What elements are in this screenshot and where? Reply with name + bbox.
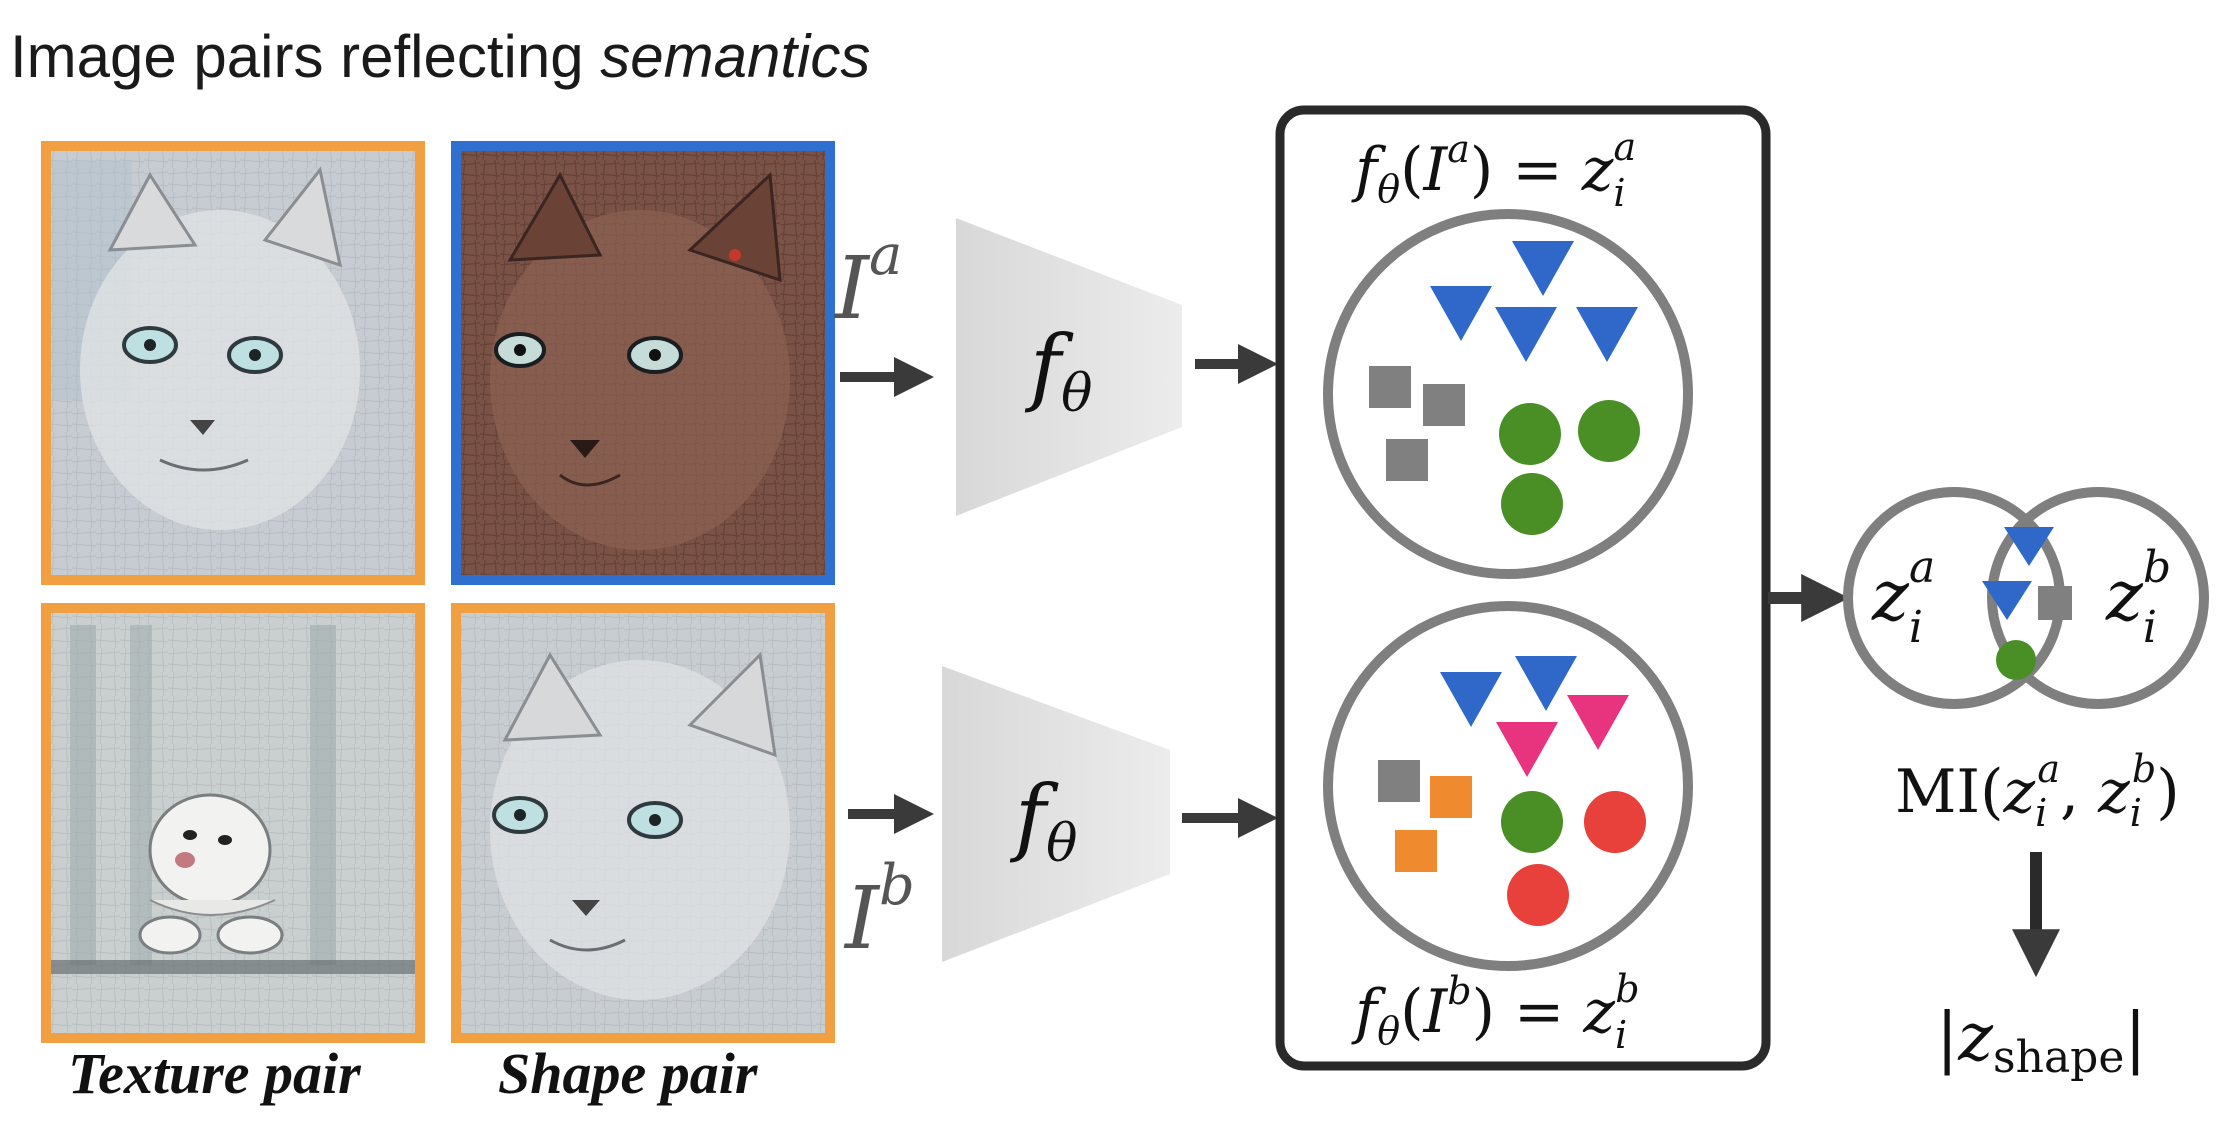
embedding-bottom-cluster bbox=[1323, 601, 1693, 971]
venn-triangle-blue bbox=[2004, 527, 2054, 566]
venn-left-label: zia bbox=[1871, 542, 1935, 653]
triangle-blue bbox=[1576, 307, 1638, 362]
image-shape-cat-gray bbox=[451, 603, 835, 1043]
venn-circle-green bbox=[1996, 640, 2036, 680]
input-label-a: Ia bbox=[833, 223, 902, 339]
square-gray bbox=[1386, 439, 1428, 481]
square-gray bbox=[1423, 384, 1465, 426]
embedding-top-cluster bbox=[1323, 209, 1693, 579]
square-gray bbox=[1378, 760, 1420, 802]
triangle-blue bbox=[1515, 656, 1577, 711]
embedding-top-label: fθ(Ia) = zia bbox=[1351, 125, 1636, 215]
image-texture-dog bbox=[41, 603, 425, 1043]
title-emphasis: semantics bbox=[600, 23, 871, 90]
title-prefix: Image pairs reflecting bbox=[10, 23, 601, 90]
embedding-box bbox=[1275, 105, 1771, 1071]
circle-red bbox=[1584, 791, 1646, 853]
venn-right-circle bbox=[1987, 487, 2209, 709]
circle-green bbox=[1499, 403, 1561, 465]
square-orange bbox=[1395, 830, 1437, 872]
embedding-top-circle bbox=[1323, 209, 1693, 579]
caption-shape-pair: Shape pair bbox=[498, 1041, 758, 1106]
venn-square-gray bbox=[2038, 586, 2072, 620]
square-gray bbox=[1369, 366, 1411, 408]
triangle-pink bbox=[1567, 695, 1629, 750]
venn-triangle-blue bbox=[1982, 581, 2032, 620]
output-zshape: |zshape| bbox=[1936, 999, 2147, 1083]
circle-green bbox=[1501, 473, 1563, 535]
image-shape-cat-brown bbox=[451, 141, 835, 585]
image-texture-cat bbox=[41, 141, 425, 585]
triangle-blue bbox=[1512, 241, 1574, 296]
triangle-blue bbox=[1440, 672, 1502, 727]
encoder-top: fθ bbox=[956, 218, 1182, 516]
circle-red bbox=[1507, 864, 1569, 926]
figure-title: Image pairs reflecting semantics bbox=[10, 22, 870, 91]
triangle-pink bbox=[1496, 722, 1558, 777]
circle-green bbox=[1501, 791, 1563, 853]
caption-texture-pair: Texture pair bbox=[68, 1041, 361, 1106]
encoder-bottom: fθ bbox=[942, 666, 1170, 962]
triangle-blue bbox=[1430, 286, 1492, 341]
venn-diagram: zia zib bbox=[1843, 487, 2209, 709]
mutual-information-label: MI(zia, zib) bbox=[1895, 747, 2180, 835]
input-label-b: Ib bbox=[843, 853, 915, 969]
circle-green bbox=[1578, 400, 1640, 462]
square-orange bbox=[1430, 776, 1472, 818]
embedding-bottom-circle bbox=[1323, 601, 1693, 971]
encoder-top-label: fθ bbox=[1024, 317, 1092, 424]
embedding-bottom-label: fθ(Ib) = zib bbox=[1351, 967, 1640, 1057]
venn-right-label: zib bbox=[2105, 542, 2171, 653]
triangle-blue bbox=[1495, 307, 1557, 362]
